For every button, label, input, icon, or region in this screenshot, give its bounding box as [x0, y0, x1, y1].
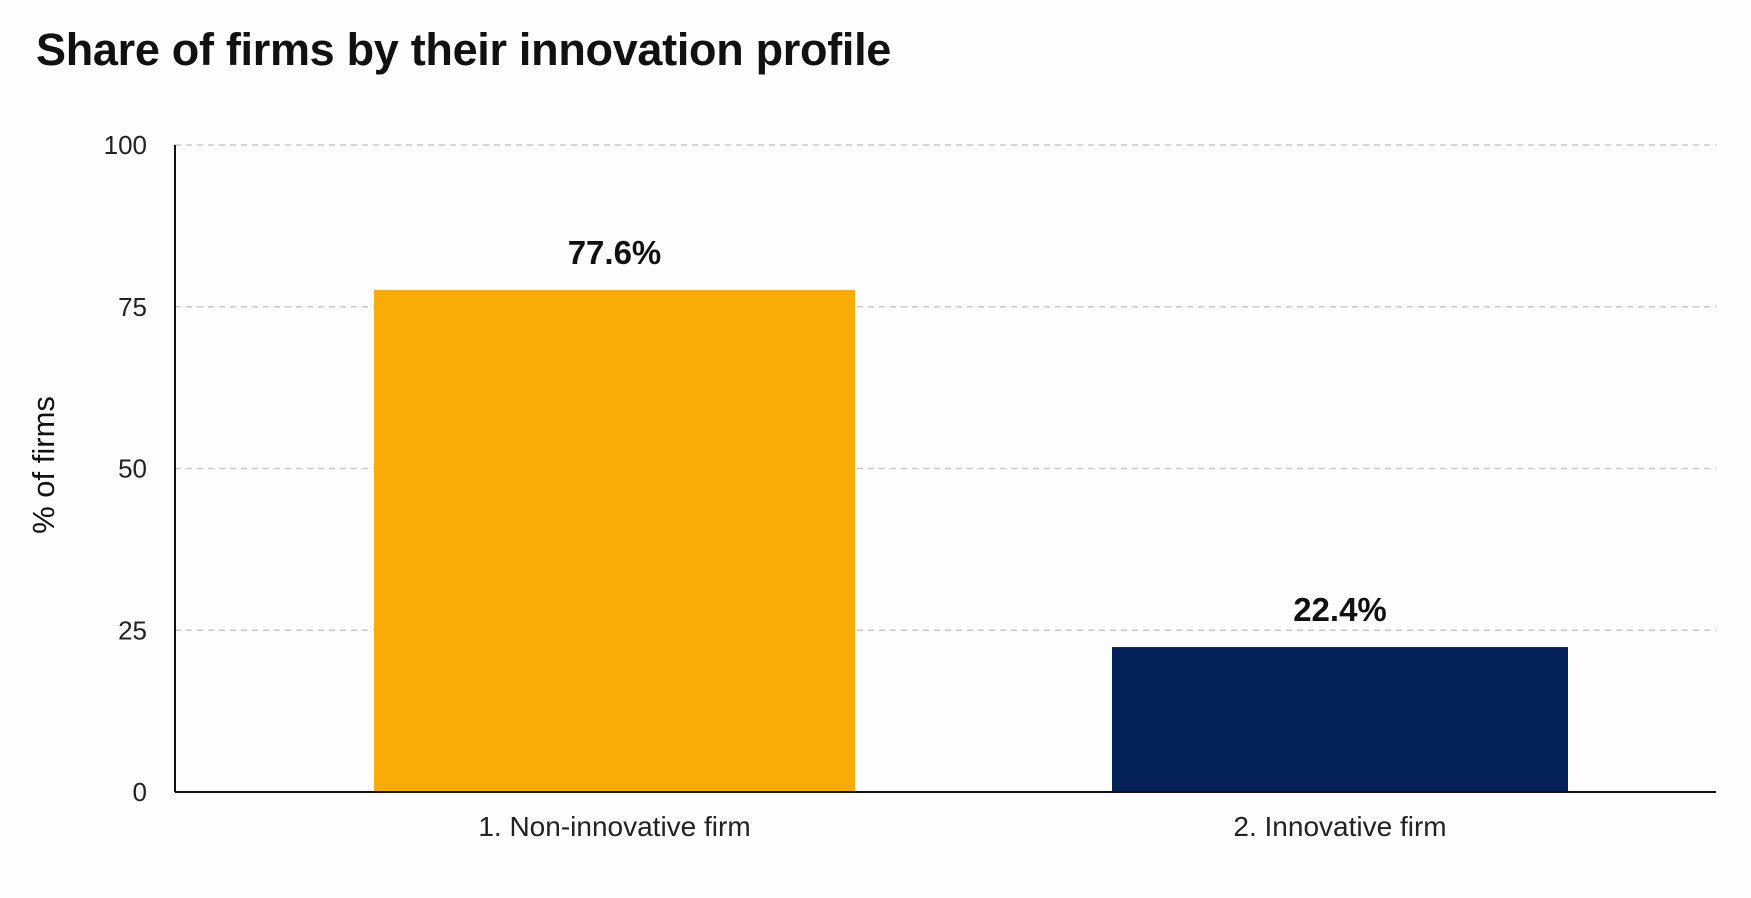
chart-title: Share of firms by their innovation profi…	[36, 24, 892, 75]
data-label: 77.6%	[568, 234, 662, 271]
bars	[374, 289, 1568, 792]
axes	[174, 145, 1716, 793]
data-label: 22.4%	[1293, 591, 1387, 628]
y-tick-label: 50	[118, 454, 147, 484]
bar-2	[1112, 647, 1568, 792]
x-tick-label: 2. Innovative firm	[1233, 811, 1446, 842]
bar-1	[374, 289, 855, 792]
labels: 0 25 50 75 100 77.6% 1. Non-innovative firm 22.…	[104, 130, 1447, 842]
y-tick-label: 0	[133, 777, 147, 807]
x-tick-label: 1. Non-innovative firm	[478, 811, 750, 842]
y-tick-label: 75	[118, 292, 147, 322]
y-tick-label: 100	[104, 130, 147, 160]
y-tick-label: 25	[118, 615, 147, 645]
